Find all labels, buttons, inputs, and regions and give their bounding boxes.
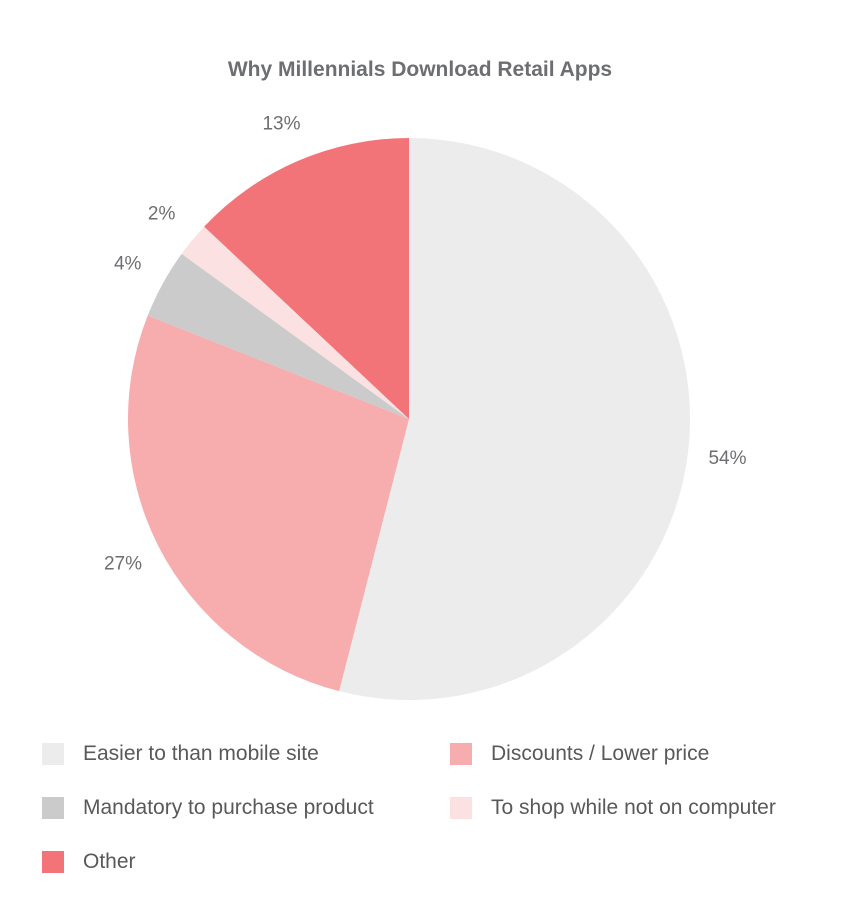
pie-slice-to-shop: [181, 226, 409, 419]
pie-slice-discounts: [128, 315, 409, 692]
pie-label-mandatory: 4%: [114, 253, 142, 274]
legend-label-easier: Easier to than mobile site: [83, 742, 319, 765]
chart-title: Why Millennials Download Retail Apps: [227, 58, 613, 81]
legend-swatch-easier: [42, 743, 64, 765]
pie-label-easier: 54%: [708, 448, 746, 469]
legend-item-easier: Easier to than mobile site: [42, 742, 319, 766]
legend-swatch-mandatory: [42, 797, 64, 819]
legend-swatch-other: [42, 851, 64, 873]
pie-slice-easier: [339, 138, 691, 701]
legend-item-mandatory: Mandatory to purchase product: [42, 796, 374, 820]
pie-slice-mandatory: [147, 253, 410, 419]
pie-label-other: 13%: [262, 113, 300, 134]
legend-item-to-shop: To shop while not on computer: [450, 796, 776, 820]
legend-label-to-shop: To shop while not on computer: [491, 796, 776, 819]
legend-swatch-discounts: [450, 743, 472, 765]
legend-item-other: Other: [42, 850, 136, 874]
pie-label-to-shop: 2%: [148, 203, 176, 224]
pie-slice-other: [204, 138, 409, 419]
pie-label-discounts: 27%: [104, 554, 142, 575]
legend-label-mandatory: Mandatory to purchase product: [83, 796, 374, 819]
legend-item-discounts: Discounts / Lower price: [450, 742, 709, 766]
legend-label-other: Other: [83, 850, 136, 873]
legend-swatch-to-shop: [450, 797, 472, 819]
legend-label-discounts: Discounts / Lower price: [491, 742, 710, 765]
